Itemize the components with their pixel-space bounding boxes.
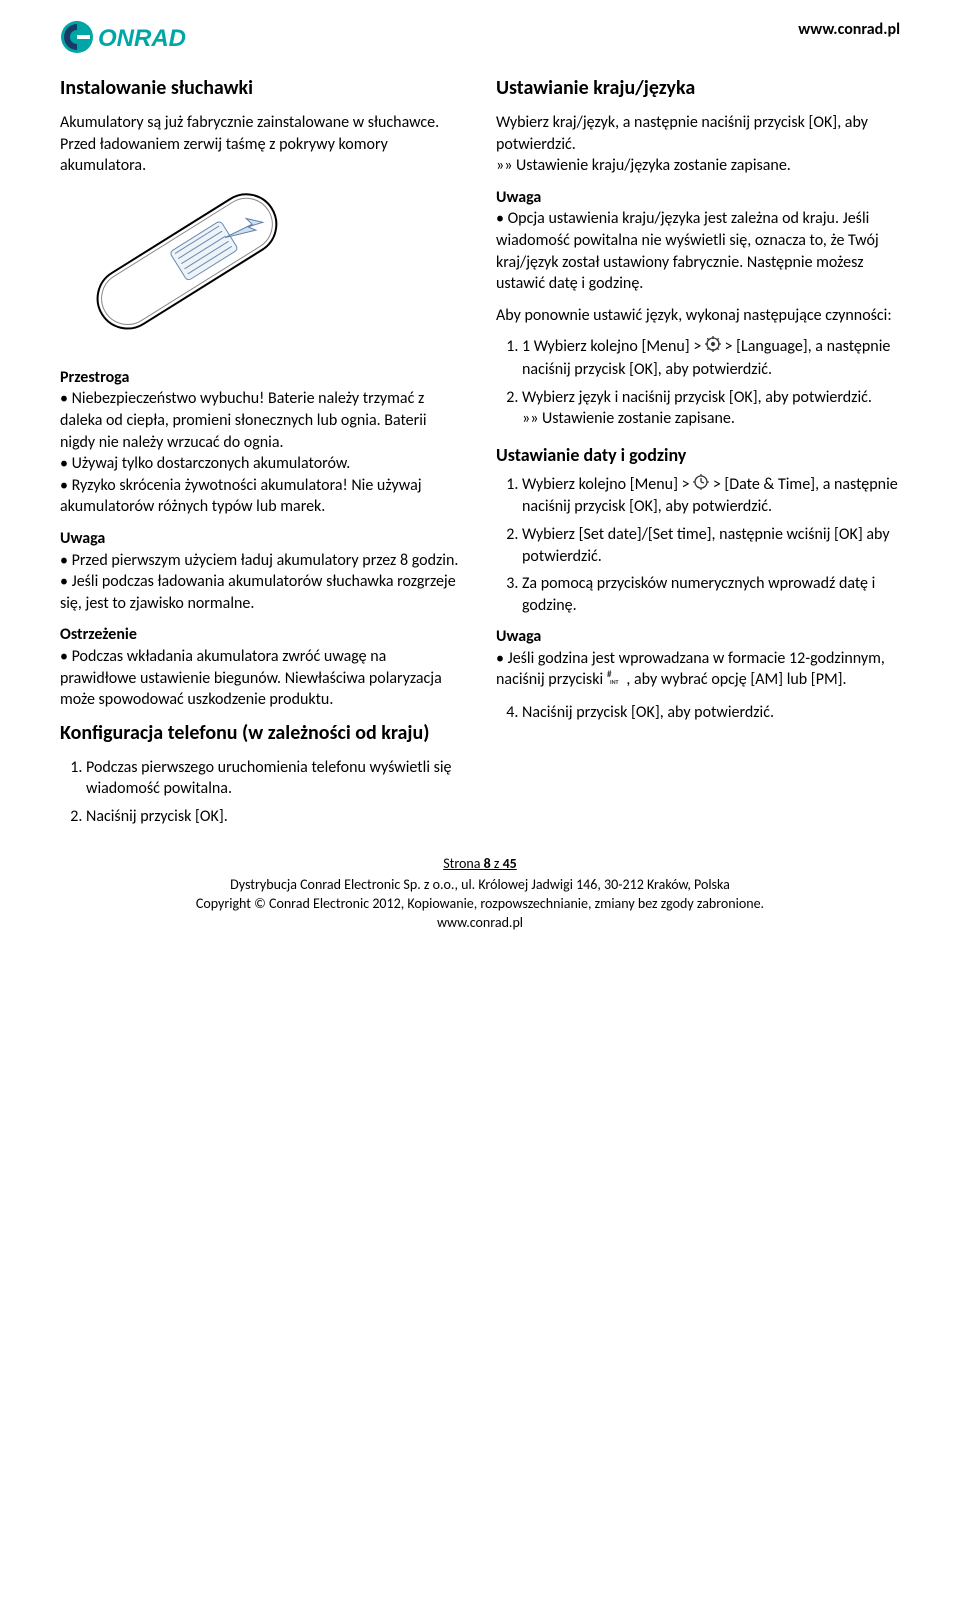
brand-logo: ONRAD: [60, 20, 250, 54]
dt-step-2: Wybierz [Set date]/[Set time], następnie…: [522, 524, 900, 567]
footer-line3: www.conrad.pl: [60, 914, 900, 933]
page-footer: Strona 8 z 45 Dystrybucja Conrad Electro…: [60, 855, 900, 933]
warn-block: Ostrzeżenie • Podczas wkładania akumulat…: [60, 624, 464, 710]
install-intro: Akumulatory są już fabrycznie zainstalow…: [60, 112, 464, 177]
datetime-steps-list-2: Naciśnij przycisk [OK], aby potwierdzić.: [496, 702, 900, 724]
caution-label: Przestroga: [60, 368, 129, 387]
note1-body: • Przed pierwszym użyciem ładuj akumulat…: [60, 551, 458, 613]
right-note1-body: • Opcja ustawienia kraju/języka jest zal…: [496, 209, 879, 293]
header-url: www.conrad.pl: [798, 20, 900, 39]
page-total: 45: [503, 855, 517, 872]
clock-gear-icon: [693, 474, 709, 497]
caution-block: Przestroga • Niebezpieczeństwo wybuchu! …: [60, 367, 464, 518]
config-step: Naciśnij przycisk [OK].: [86, 806, 464, 828]
handset-illustration: [60, 187, 464, 357]
dt-step-4: Naciśnij przycisk [OK], aby potwierdzić.: [522, 702, 900, 724]
dt-step-3: Za pomocą przycisków numerycznych wprowa…: [522, 573, 900, 616]
footer-line2: Copyright © Conrad Electronic 2012, Kopi…: [60, 895, 900, 914]
warn-body: • Podczas wkładania akumulatora zwróć uw…: [60, 647, 442, 709]
right-note1-label: Uwaga: [496, 188, 541, 207]
svg-text:ONRAD: ONRAD: [98, 25, 186, 52]
datetime-title: Ustawianie daty i godziny: [496, 444, 900, 466]
page-number: 8: [484, 855, 491, 872]
content-columns: Instalowanie słuchawki Akumulatory są ju…: [60, 66, 900, 837]
page-mid: z: [491, 855, 503, 872]
left-column: Instalowanie słuchawki Akumulatory są ju…: [60, 66, 464, 837]
lang-step-1a: 1 Wybierz kolejno [Menu] >: [522, 337, 705, 356]
caution-body: • Niebezpieczeństwo wybuchu! Baterie nal…: [60, 389, 427, 516]
note1-label: Uwaga: [60, 529, 105, 548]
dt-step-1: Wybierz kolejno [Menu] > > [Date & Time]…: [522, 474, 900, 518]
country-lang-intro: Wybierz kraj/język, a następnie naciśnij…: [496, 112, 900, 177]
page-header: ONRAD www.conrad.pl: [60, 20, 900, 54]
warn-label: Ostrzeżenie: [60, 625, 137, 644]
lang-steps-list: 1 Wybierz kolejno [Menu] > > [Language],…: [496, 336, 900, 429]
config-steps-list: Podczas pierwszego uruchomienia telefonu…: [60, 757, 464, 828]
right-column: Ustawianie kraju/języka Wybierz kraj/jęz…: [496, 66, 900, 837]
right-note2-body-b: , aby wybrać opcję [AM] lub [PM].: [626, 671, 846, 690]
lang-step-1: 1 Wybierz kolejno [Menu] > > [Language],…: [522, 336, 900, 380]
note1-block: Uwaga • Przed pierwszym użyciem ładuj ak…: [60, 528, 464, 614]
dt-step-1a: Wybierz kolejno [Menu] >: [522, 475, 693, 494]
config-step: Podczas pierwszego uruchomienia telefonu…: [86, 757, 464, 800]
svg-text:INT: INT: [610, 678, 619, 685]
right-note1: Uwaga • Opcja ustawienia kraju/języka je…: [496, 187, 900, 295]
datetime-steps-list: Wybierz kolejno [Menu] > > [Date & Time]…: [496, 474, 900, 617]
country-lang-title: Ustawianie kraju/języka: [496, 76, 900, 100]
lang-again-intro: Aby ponownie ustawić język, wykonaj nast…: [496, 305, 900, 327]
footer-line1: Dystrybucja Conrad Electronic Sp. z o.o.…: [60, 876, 900, 895]
gear-icon: [705, 336, 721, 359]
config-title: Konfiguracja telefonu (w zależności od k…: [60, 721, 464, 745]
page-prefix: Strona: [443, 855, 483, 872]
right-note2: Uwaga • Jeśli godzina jest wprowadzana w…: [496, 626, 900, 692]
lang-step-2: Wybierz język i naciśnij przycisk [OK], …: [522, 387, 900, 430]
hash-int-icon: #INT: [607, 669, 623, 692]
install-handset-title: Instalowanie słuchawki: [60, 76, 464, 100]
right-note2-label: Uwaga: [496, 627, 541, 646]
page-number-line: Strona 8 z 45: [60, 855, 900, 874]
